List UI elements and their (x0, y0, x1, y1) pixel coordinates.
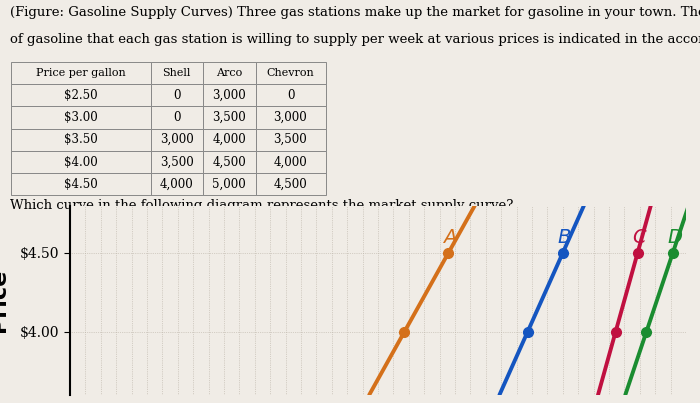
Text: Shell: Shell (162, 68, 191, 78)
Text: Arco: Arco (216, 68, 242, 78)
Bar (150, 62, 203, 84)
Bar (10, 151, 150, 173)
Bar (203, 151, 256, 173)
Bar (256, 62, 326, 84)
Text: 4,000: 4,000 (212, 133, 246, 146)
Bar (150, 151, 203, 173)
Bar (150, 84, 203, 106)
Text: Which curve in the following diagram represents the market supply curve?: Which curve in the following diagram rep… (10, 199, 514, 212)
Bar (150, 106, 203, 129)
Text: $2.50: $2.50 (64, 89, 97, 102)
Text: 5,000: 5,000 (212, 178, 246, 191)
Text: $4.50: $4.50 (64, 178, 97, 191)
Text: 3,000: 3,000 (160, 133, 194, 146)
Text: B: B (558, 228, 571, 247)
Bar (10, 129, 150, 151)
Bar (10, 84, 150, 106)
Text: 4,500: 4,500 (274, 178, 307, 191)
Bar (256, 106, 326, 129)
Text: A: A (444, 228, 457, 247)
Text: 3,500: 3,500 (274, 133, 307, 146)
Bar (256, 173, 326, 195)
Y-axis label: Price: Price (0, 269, 9, 332)
Text: 4,000: 4,000 (274, 156, 307, 168)
Bar (203, 129, 256, 151)
Text: 0: 0 (287, 89, 294, 102)
Text: 3,500: 3,500 (212, 111, 246, 124)
Text: 4,500: 4,500 (212, 156, 246, 168)
Bar (150, 173, 203, 195)
Text: of gasoline that each gas station is willing to supply per week at various price: of gasoline that each gas station is wil… (10, 33, 700, 46)
Bar (150, 129, 203, 151)
Text: 3,500: 3,500 (160, 156, 194, 168)
Text: 4,000: 4,000 (160, 178, 194, 191)
Text: D: D (667, 228, 682, 247)
Text: $3.00: $3.00 (64, 111, 97, 124)
Bar (10, 62, 150, 84)
Text: Price per gallon: Price per gallon (36, 68, 125, 78)
Bar (256, 129, 326, 151)
Bar (10, 173, 150, 195)
Bar (203, 84, 256, 106)
Bar (203, 173, 256, 195)
Bar (203, 62, 256, 84)
Text: (Figure: Gasoline Supply Curves) Three gas stations make up the market for gasol: (Figure: Gasoline Supply Curves) Three g… (10, 6, 700, 19)
Text: 3,000: 3,000 (212, 89, 246, 102)
Bar (256, 84, 326, 106)
Text: C: C (633, 228, 646, 247)
Text: $3.50: $3.50 (64, 133, 97, 146)
Text: Chevron: Chevron (267, 68, 314, 78)
Bar (10, 106, 150, 129)
Text: 3,000: 3,000 (274, 111, 307, 124)
Text: 0: 0 (173, 89, 181, 102)
Bar (256, 151, 326, 173)
Bar (203, 106, 256, 129)
Text: 0: 0 (173, 111, 181, 124)
Text: $4.00: $4.00 (64, 156, 97, 168)
